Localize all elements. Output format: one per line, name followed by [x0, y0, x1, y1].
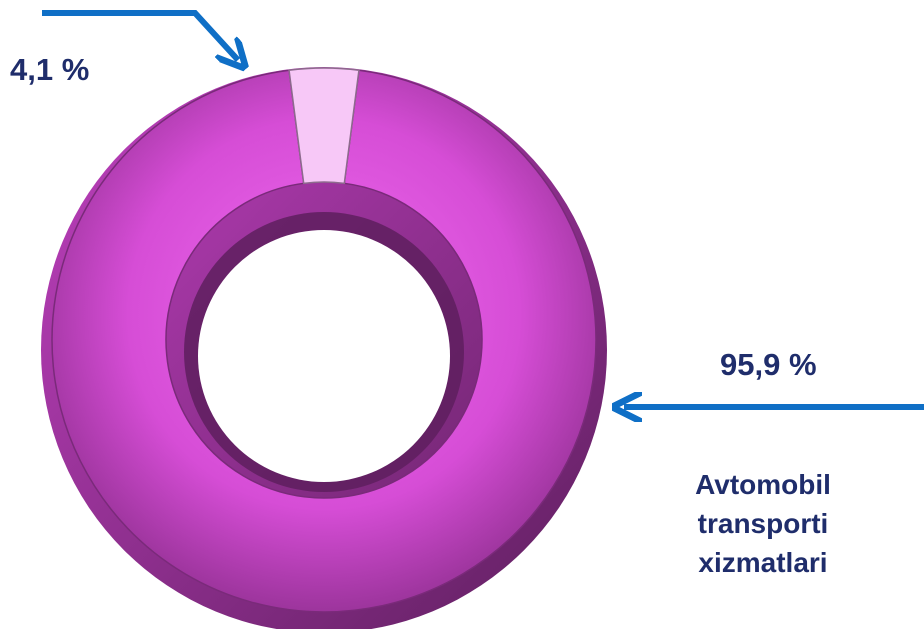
data-label-small-slice: 4,1 % [10, 52, 89, 87]
category-label-line-3: xizmatlari [698, 547, 827, 578]
donut-slice-small [288, 67, 360, 185]
donut-hole [198, 230, 450, 482]
category-label-line-2: transporti [698, 508, 829, 539]
arrow-small-slice [42, 10, 238, 60]
category-label-line-1: Avtomobil [695, 469, 831, 500]
donut-slice-large [51, 69, 597, 613]
donut-slices [51, 67, 597, 613]
data-label-large-slice: 95,9 % [720, 347, 817, 382]
